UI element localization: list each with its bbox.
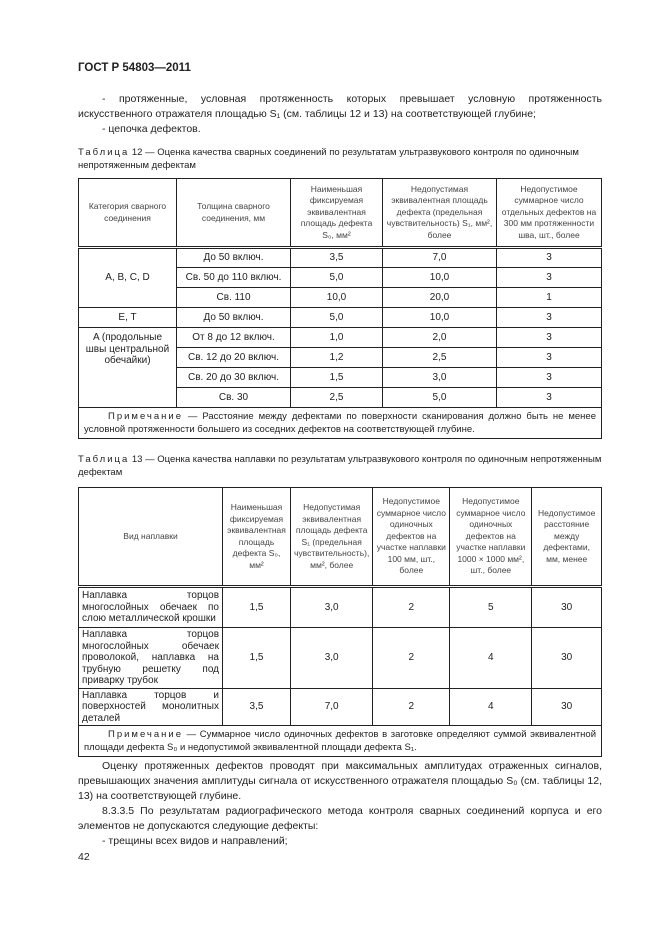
cell: Св. 12 до 20 включ. xyxy=(176,347,291,368)
cell: От 8 до 12 включ. xyxy=(176,327,291,348)
table-note: Примечание — Суммарное число одиночных д… xyxy=(78,725,602,757)
cell: 30 xyxy=(531,586,602,628)
column-header: Недопустимое расстояние между дефектами,… xyxy=(531,487,602,587)
cell: До 50 включ. xyxy=(176,247,291,268)
cell: 5,0 xyxy=(382,387,497,408)
cell: 1,5 xyxy=(222,586,291,628)
cell: 2,5 xyxy=(290,387,383,408)
cell: 3 xyxy=(496,367,602,388)
paragraph: - протяженные, условная протяженность ко… xyxy=(78,93,602,120)
cell: 2 xyxy=(372,627,451,689)
column-header: Недопустимая эквивалентная площадь дефек… xyxy=(382,178,497,248)
cell: 10,0 xyxy=(382,267,497,288)
cell: 1,5 xyxy=(290,367,383,388)
table-row: Наплавка торцов и поверхностей монолитны… xyxy=(78,687,602,726)
cell: Наплавка торцов многослойных обечаек по … xyxy=(78,586,223,628)
cell: 30 xyxy=(531,687,602,726)
table-13: Вид наплавки Наименьшая фиксируемая экви… xyxy=(78,487,602,757)
table-row: Св. 30 2,5 5,0 3 xyxy=(79,387,602,408)
paragraph: - трещины всех видов и направлений; xyxy=(102,835,288,847)
cell: 5 xyxy=(449,586,533,628)
column-header: Категория сварного соединения xyxy=(78,178,177,248)
cell: 3,5 xyxy=(222,687,291,726)
column-header: Недопустимое суммарное число одиночных д… xyxy=(372,487,451,587)
cell: 7,0 xyxy=(289,687,374,726)
note-text: — Расстояние между дефектами по поверхно… xyxy=(84,411,596,435)
cell: 4 xyxy=(449,627,533,689)
cell: 2,0 xyxy=(382,327,497,348)
cell: 5,0 xyxy=(290,267,383,288)
cell: 10,0 xyxy=(290,287,383,308)
cell: 20,0 xyxy=(382,287,497,308)
caption-text: 12 — Оценка качества сварных соединений … xyxy=(78,147,579,171)
table-12: Категория сварного соединения Толщина св… xyxy=(78,178,602,439)
table-note: Примечание — Расстояние между дефектами … xyxy=(78,407,602,439)
table-row: Св. 12 до 20 включ. 1,2 2,5 3 xyxy=(79,347,602,368)
column-header: Недопустимое суммарное число отдельных д… xyxy=(496,178,602,248)
cell: 3,0 xyxy=(289,586,374,628)
group-cell: E, T xyxy=(78,307,177,328)
column-header: Наименьшая фиксируемая эквивалентная пло… xyxy=(290,178,383,248)
cell: 3,0 xyxy=(382,367,497,388)
table-12-caption: Таблица 12 — Оценка качества сварных сое… xyxy=(78,146,602,172)
cell: 3 xyxy=(496,307,602,328)
cell: 3 xyxy=(496,387,602,408)
cell: 5,0 xyxy=(290,307,383,328)
cell: 1 xyxy=(496,287,602,308)
note-label: Примечание xyxy=(108,729,183,740)
cell: 7,0 xyxy=(382,247,497,268)
cell: 1,2 xyxy=(290,347,383,368)
cell: Св. 50 до 110 включ. xyxy=(176,267,291,288)
cell: 4 xyxy=(449,687,533,726)
paragraph: 8.3.3.5 По результатам радиографического… xyxy=(78,805,602,832)
cell: Св. 30 xyxy=(176,387,291,408)
cell: 1,0 xyxy=(290,327,383,348)
cell: 30 xyxy=(531,627,602,689)
cell: Св. 110 xyxy=(176,287,291,308)
group-cell: A, B, C, D xyxy=(78,247,177,308)
cell: 2 xyxy=(372,586,451,628)
cell: 2,5 xyxy=(382,347,497,368)
cell: До 50 включ. xyxy=(176,307,291,328)
cell: Наплавка торцов и поверхностей монолитны… xyxy=(78,687,223,726)
caption-label: Таблица xyxy=(78,454,130,465)
cell: 2 xyxy=(372,687,451,726)
table-row: Св. 50 до 110 включ. 5,0 10,0 3 xyxy=(79,267,602,288)
paragraph: - цепочка дефектов. xyxy=(102,123,201,135)
cell: 3 xyxy=(496,327,602,348)
cell: 3,0 xyxy=(289,627,374,689)
cell: 3 xyxy=(496,247,602,268)
cell: Св. 20 до 30 включ. xyxy=(176,367,291,388)
table-row: A, B, C, D До 50 включ. 3,5 7,0 3 xyxy=(78,247,602,308)
table-row: A (продольные швы центральной обечайки) О… xyxy=(78,327,602,408)
paragraph: Оценку протяженных дефектов проводят при… xyxy=(78,760,602,802)
caption-label: Таблица xyxy=(78,147,130,158)
cell: Наплавка торцов многослойных обечаек про… xyxy=(78,627,223,689)
table-13-caption: Таблица 13 — Оценка качества наплавки по… xyxy=(78,453,602,479)
cell: 3 xyxy=(496,347,602,368)
column-header: Недопустимая эквивалентная площадь дефек… xyxy=(289,487,374,587)
column-header: Недопустимое суммарное число одиночных д… xyxy=(449,487,533,587)
column-header: Толщина сварного соединения, мм xyxy=(176,178,291,248)
cell: 3,5 xyxy=(290,247,383,268)
column-header: Наименьшая фиксируемая эквивалентная пло… xyxy=(222,487,291,587)
table-row: Наплавка торцов многослойных обечаек про… xyxy=(78,627,602,689)
table-row: Наплавка торцов многослойных обечаек по … xyxy=(78,586,602,628)
caption-text: 13 — Оценка качества наплавки по результ… xyxy=(78,454,602,478)
group-cell: A (продольные швы центральной обечайки) xyxy=(78,327,177,408)
note-text: — Суммарное число одиночных дефектов в з… xyxy=(84,729,596,753)
cell: 1,5 xyxy=(222,627,291,689)
page-number: 42 xyxy=(78,851,90,863)
document-header: ГОСТ Р 54803—2011 xyxy=(78,62,191,74)
column-header: Вид наплавки xyxy=(78,487,223,587)
note-label: Примечание xyxy=(108,411,183,422)
cell: 3 xyxy=(496,267,602,288)
table-row: E, T До 50 включ. 5,0 10,0 3 xyxy=(78,307,602,328)
cell: 10,0 xyxy=(382,307,497,328)
